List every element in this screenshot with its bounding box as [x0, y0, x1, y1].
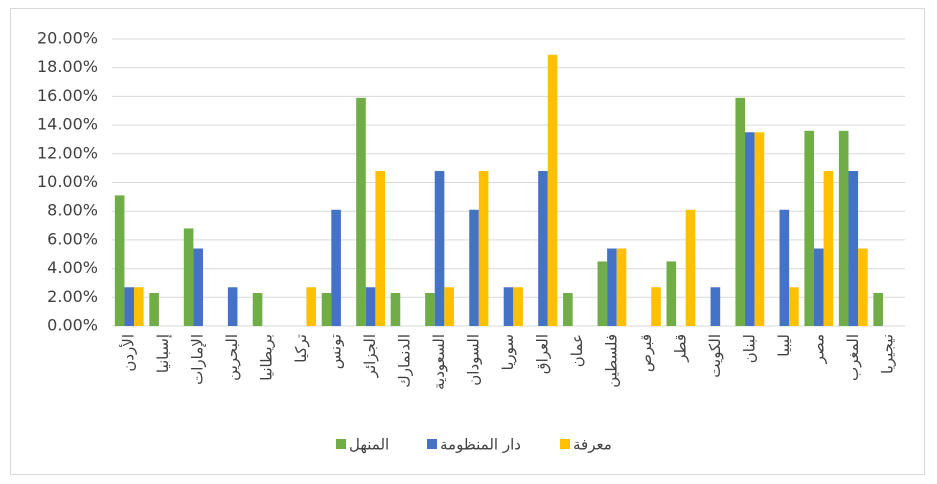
bar — [331, 209, 341, 326]
x-tick-label: فلسطين — [602, 334, 620, 388]
y-tick-label: 0.00% — [47, 316, 98, 335]
bar — [814, 248, 824, 326]
x-tick-label: الكويت — [706, 334, 724, 378]
x-tick-label: تركيا — [292, 334, 310, 363]
x-tick-label: البحرين — [223, 334, 241, 381]
bar — [513, 287, 523, 326]
legend-swatch — [427, 439, 437, 449]
legend-label: المنهل — [349, 436, 389, 454]
x-tick-label: العراق — [533, 334, 551, 374]
bar — [478, 171, 489, 326]
bar — [134, 287, 144, 326]
bar — [779, 209, 790, 326]
y-tick-label: 4.00% — [47, 258, 98, 277]
x-tick-label: إسبانيا — [154, 334, 172, 373]
bar — [848, 171, 859, 326]
bar — [469, 209, 479, 326]
legend-swatch — [560, 439, 570, 449]
bar — [193, 248, 203, 326]
bar — [252, 292, 263, 326]
y-tick-label: 20.00% — [37, 29, 98, 48]
bar — [375, 171, 385, 326]
bar — [651, 287, 661, 326]
bar — [710, 287, 721, 326]
x-tick-label: قطر — [671, 334, 689, 363]
bar — [685, 209, 696, 326]
bar — [616, 248, 627, 326]
legend-swatch — [336, 439, 346, 449]
bar — [607, 248, 617, 326]
bar — [227, 287, 238, 326]
x-tick-label: الأردن — [119, 334, 138, 372]
chart-border — [10, 8, 925, 475]
legend-label: دار المنظومة — [440, 436, 521, 454]
y-tick-label: 18.00% — [37, 57, 98, 76]
x-tick-label: تونس — [327, 334, 345, 369]
x-tick-label: الإمارات — [189, 334, 207, 385]
y-tick-label: 12.00% — [37, 143, 98, 162]
x-tick-label: مصر — [809, 334, 827, 364]
bar — [563, 292, 573, 326]
bar — [858, 248, 868, 326]
x-tick-label: سوريا — [499, 334, 517, 370]
bar — [873, 292, 883, 326]
bar — [390, 292, 401, 326]
bar — [547, 54, 558, 326]
x-tick-label: السعودية — [430, 334, 448, 390]
x-tick-label: لبنان — [740, 334, 758, 363]
y-tick-label: 8.00% — [47, 201, 98, 220]
bar — [434, 171, 445, 326]
legend-label: معرفة — [573, 436, 612, 454]
bar — [804, 130, 815, 326]
bar — [124, 287, 135, 326]
bar — [745, 132, 755, 326]
bar — [149, 292, 159, 326]
x-tick-label: السودان — [465, 334, 483, 386]
bar — [597, 261, 608, 326]
bar — [114, 195, 125, 326]
bar — [538, 171, 548, 326]
y-tick-label: 2.00% — [47, 287, 98, 306]
x-tick-label: نيجيريا — [878, 334, 896, 374]
y-tick-label: 6.00% — [47, 229, 98, 248]
x-tick-label: ليبيا — [775, 334, 793, 357]
bar — [503, 287, 514, 326]
bar — [735, 97, 746, 327]
bar — [183, 228, 194, 326]
x-tick-label: بريطانيا — [258, 334, 276, 381]
y-tick-label: 16.00% — [37, 86, 98, 105]
x-tick-label: قبرص — [637, 334, 655, 372]
bar — [789, 287, 799, 326]
x-tick-label: المغرب — [844, 334, 862, 381]
bar — [365, 287, 376, 326]
bar — [425, 292, 435, 326]
y-tick-label: 10.00% — [37, 172, 98, 191]
bar — [666, 261, 677, 326]
bar — [306, 287, 317, 326]
x-tick-label: عمان — [568, 334, 586, 367]
bar — [356, 97, 366, 327]
bar — [838, 130, 849, 326]
x-tick-label: الدنمارك — [396, 334, 414, 388]
bar — [754, 132, 765, 326]
y-tick-label: 14.00% — [37, 115, 98, 134]
x-tick-label: الجزائر — [361, 334, 379, 378]
bar — [321, 292, 332, 326]
bar — [823, 171, 834, 326]
bar — [444, 287, 454, 326]
